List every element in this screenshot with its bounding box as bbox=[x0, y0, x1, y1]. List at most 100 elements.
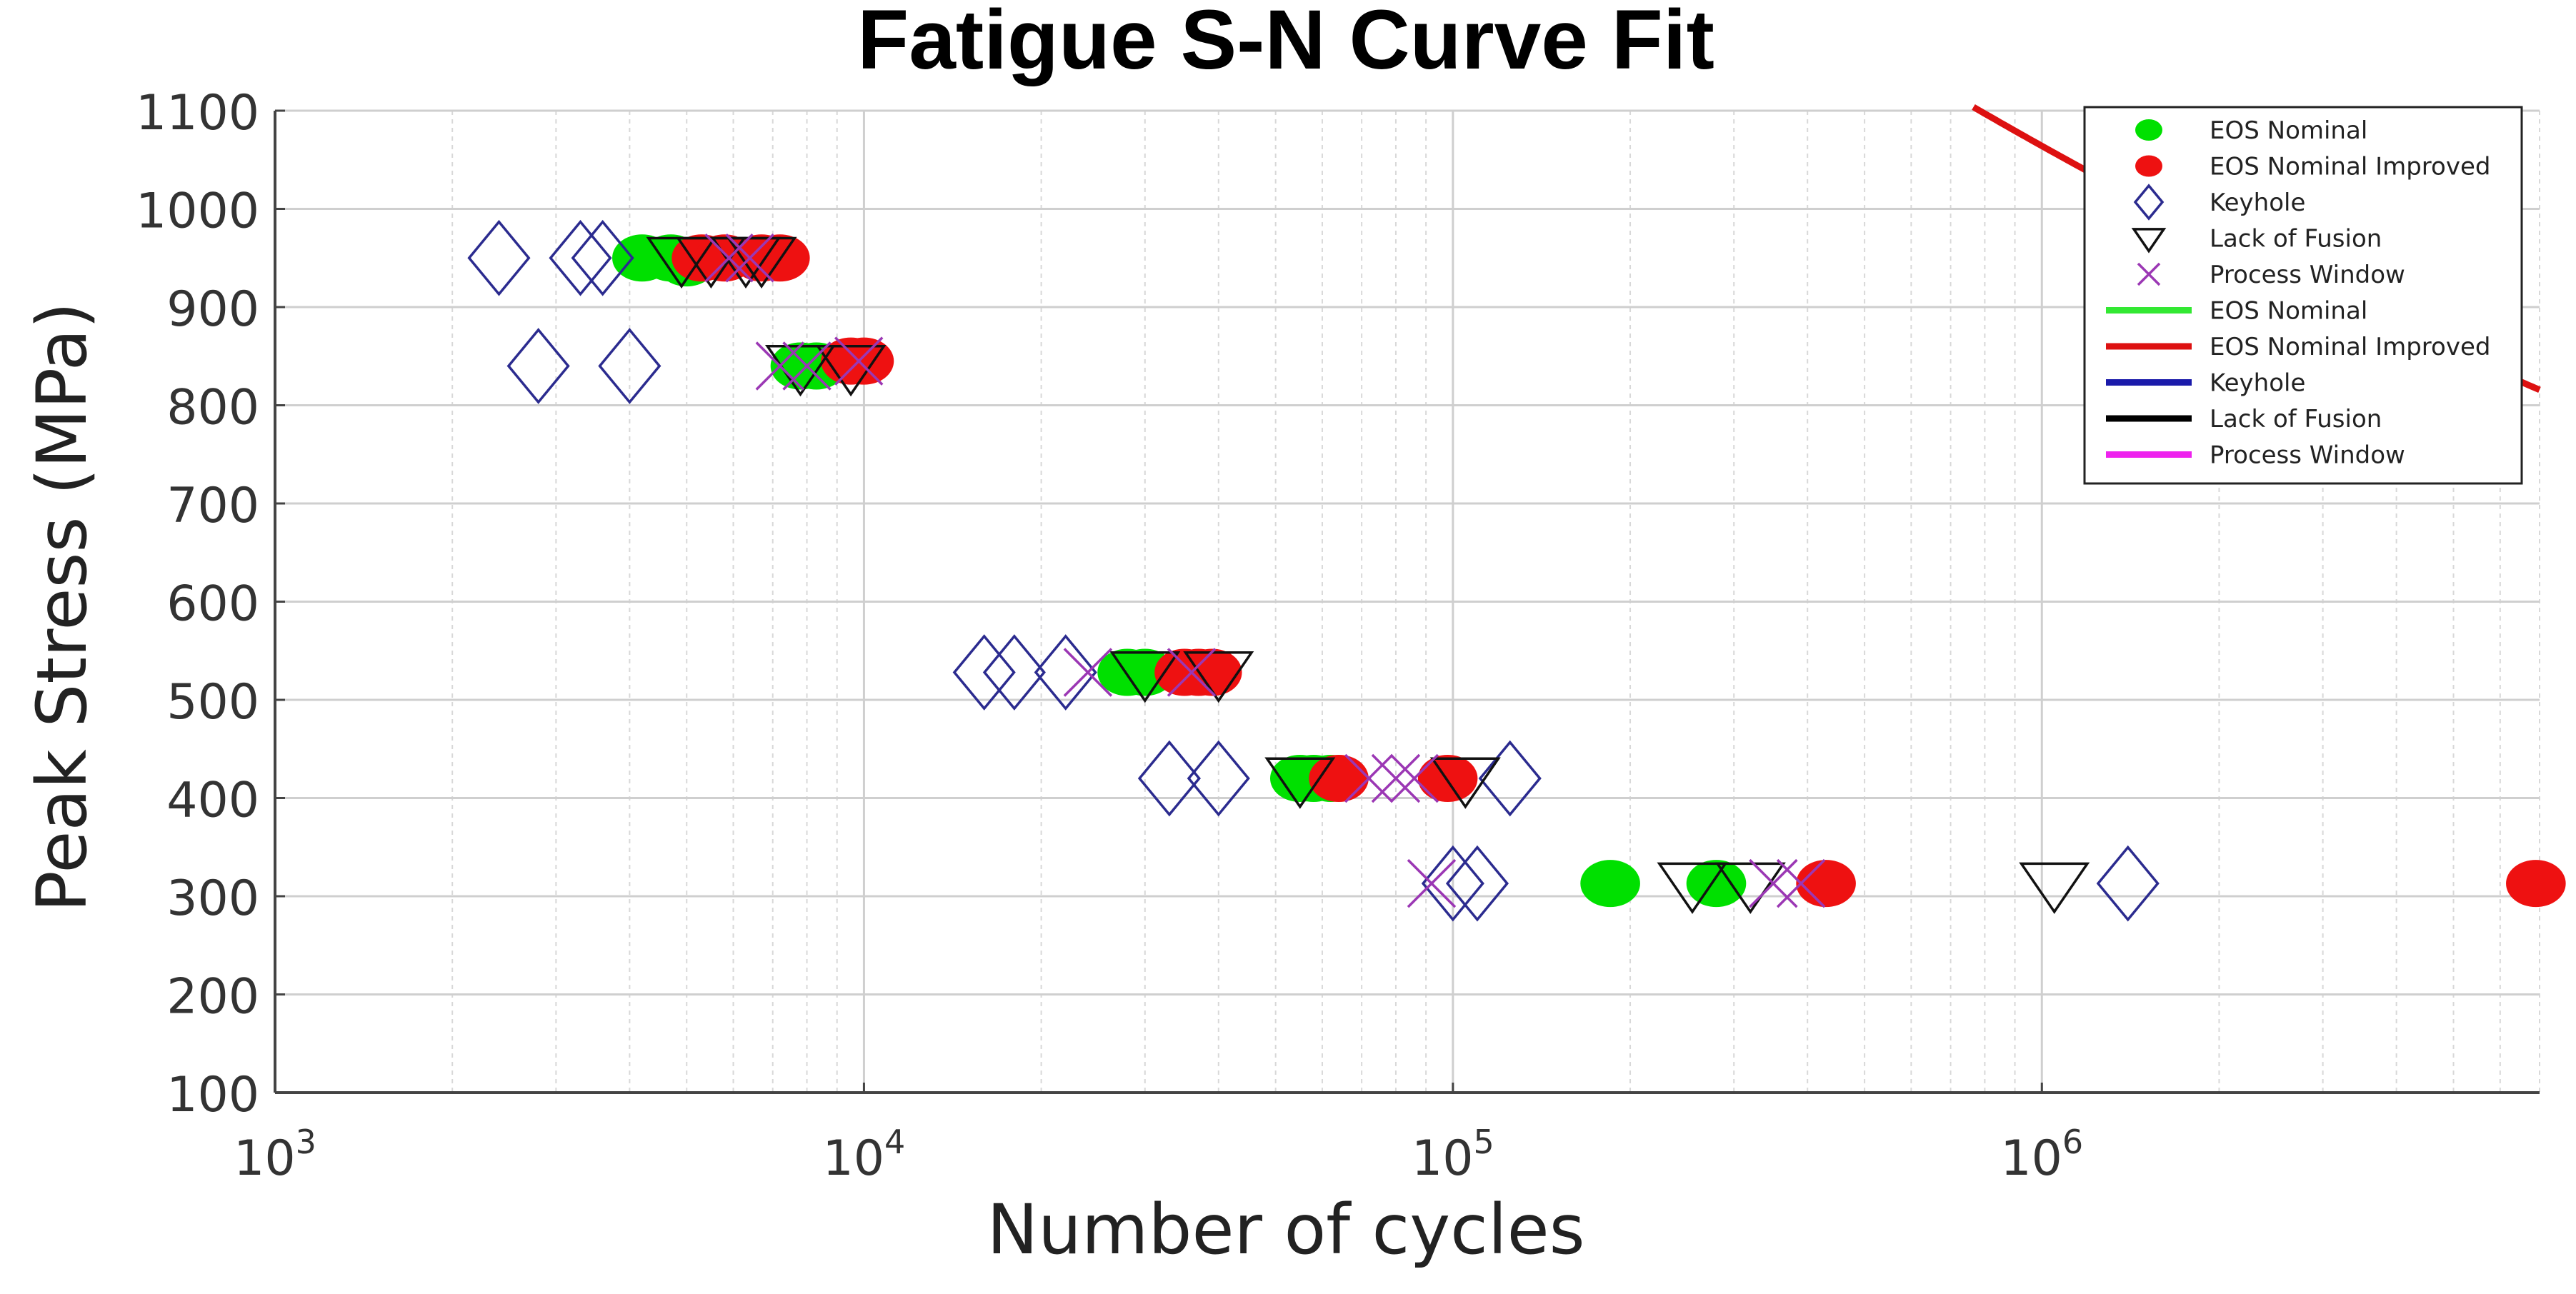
data-point-eos-nominal bbox=[1580, 860, 1640, 908]
legend-label-lack-of-fusion: Lack of Fusion bbox=[2210, 225, 2382, 254]
y-axis-label: Peak Stress (MPa) bbox=[22, 302, 102, 912]
x-tick-exponent: 5 bbox=[1473, 1123, 1494, 1161]
data-point-keyhole bbox=[549, 219, 612, 296]
x-tick-exponent: 3 bbox=[296, 1123, 316, 1161]
x-tick-base: 10 bbox=[2000, 1130, 2062, 1187]
data-point-process-window bbox=[1167, 648, 1217, 697]
data-point-eos-nominal-improved bbox=[1182, 648, 1242, 696]
data-point-keyhole bbox=[952, 634, 1016, 711]
legend-label-eos-nominal: EOS Nominal bbox=[2210, 116, 2367, 145]
data-point-process-window-stroke bbox=[755, 341, 805, 391]
data-point-process-window bbox=[1344, 753, 1394, 803]
data-point-keyhole bbox=[598, 328, 662, 404]
data-point-process-window-stroke bbox=[834, 336, 884, 386]
data-point-process-window bbox=[1749, 858, 1798, 908]
y-tick-label: 1100 bbox=[136, 85, 259, 141]
data-point-process-window-stroke bbox=[1167, 648, 1217, 697]
data-point-process-window bbox=[1063, 648, 1113, 697]
legend-label-keyhole: Keyhole bbox=[2210, 369, 2305, 398]
x-tick-label: 105 bbox=[1412, 1123, 1494, 1187]
y-tick-label: 500 bbox=[166, 674, 259, 731]
data-point-lack-of-fusion bbox=[1264, 757, 1336, 809]
x-tick-label: 106 bbox=[2000, 1123, 2083, 1187]
x-tick-base: 10 bbox=[823, 1130, 885, 1187]
legend-swatch-keyhole bbox=[2133, 184, 2165, 221]
data-point-keyhole bbox=[982, 634, 1046, 711]
legend-label-process-window: Process Window bbox=[2210, 441, 2405, 470]
data-point-keyhole bbox=[571, 219, 634, 296]
x-tick-base: 10 bbox=[234, 1130, 296, 1187]
data-point-eos-nominal-improved bbox=[1417, 755, 1478, 802]
x-tick-exponent: 6 bbox=[2062, 1123, 2083, 1161]
data-point-process-window-stroke bbox=[1407, 858, 1457, 908]
data-point-process-window-stroke bbox=[1749, 858, 1798, 908]
data-point-process-window-stroke bbox=[1063, 648, 1113, 697]
data-point-process-window-stroke bbox=[704, 234, 754, 283]
x-tick-label: 103 bbox=[234, 1123, 316, 1187]
data-point-eos-nominal-improved bbox=[1796, 860, 1856, 908]
data-point-lack-of-fusion bbox=[675, 236, 747, 289]
legend-label-eos-nominal-improved: EOS Nominal Improved bbox=[2210, 333, 2490, 361]
data-point-eos-nominal-improved bbox=[2506, 860, 2566, 908]
legend-swatch-lack-of-fusion bbox=[2131, 228, 2167, 254]
data-point-process-window-stroke bbox=[1776, 858, 1826, 908]
data-point-process-window bbox=[755, 341, 805, 391]
data-point-process-window-stroke bbox=[725, 234, 774, 283]
legend-swatch-process-window-stroke bbox=[2137, 262, 2161, 286]
data-point-keyhole bbox=[1034, 634, 1097, 711]
data-point-eos-nominal bbox=[1686, 860, 1747, 908]
y-tick-label: 1000 bbox=[136, 184, 259, 240]
y-tick-label: 200 bbox=[166, 969, 259, 1025]
data-point-keyhole bbox=[1187, 740, 1250, 817]
data-point-process-window-stroke bbox=[782, 341, 832, 391]
data-point-lack-of-fusion bbox=[1429, 757, 1501, 809]
y-tick-label: 800 bbox=[166, 380, 259, 436]
data-point-process-window-stroke bbox=[1371, 753, 1421, 803]
data-point-keyhole bbox=[1137, 740, 1201, 817]
data-point-lack-of-fusion bbox=[1657, 862, 1728, 914]
y-tick-label: 600 bbox=[166, 576, 259, 633]
data-point-process-window bbox=[1776, 858, 1826, 908]
legend-swatch-process-window bbox=[2137, 262, 2161, 286]
data-point-process-window bbox=[704, 234, 754, 283]
data-point-keyhole bbox=[1445, 845, 1509, 922]
data-point-process-window bbox=[834, 336, 884, 386]
data-markers bbox=[467, 219, 2566, 922]
data-point-process-window bbox=[782, 341, 832, 391]
x-tick-base: 10 bbox=[1412, 1130, 1474, 1187]
data-point-eos-nominal-improved bbox=[1309, 755, 1369, 802]
data-point-process-window bbox=[1371, 753, 1421, 803]
data-point-process-window-stroke bbox=[1389, 753, 1439, 803]
data-point-keyhole bbox=[467, 219, 531, 296]
legend-label-eos-nominal: EOS Nominal bbox=[2210, 297, 2367, 326]
data-point-lack-of-fusion bbox=[1109, 651, 1181, 703]
data-point-process-window bbox=[1389, 753, 1439, 803]
legend-swatch-eos-nominal-improved bbox=[2135, 155, 2162, 177]
x-axis-label: Number of cycles bbox=[987, 1190, 1584, 1270]
chart-title: Fatigue S-N Curve Fit bbox=[857, 0, 1714, 87]
data-point-lack-of-fusion bbox=[1183, 651, 1254, 703]
x-tick-label: 104 bbox=[823, 1123, 906, 1187]
data-point-process-window bbox=[1407, 858, 1457, 908]
data-point-keyhole bbox=[1421, 845, 1484, 922]
data-point-keyhole bbox=[1478, 740, 1542, 817]
data-point-process-window bbox=[725, 234, 774, 283]
legend-swatch-eos-nominal bbox=[2135, 119, 2162, 141]
y-tick-label: 100 bbox=[166, 1067, 259, 1123]
legend: EOS Nominal EOS Nominal Improved Keyhole La… bbox=[2083, 106, 2523, 485]
legend-label-eos-nominal-improved: EOS Nominal Improved bbox=[2210, 153, 2490, 181]
legend-label-keyhole: Keyhole bbox=[2210, 189, 2305, 217]
data-point-process-window-stroke bbox=[1344, 753, 1394, 803]
y-tick-label: 900 bbox=[166, 281, 259, 338]
legend-label-process-window: Process Window bbox=[2210, 261, 2405, 289]
x-tick-exponent: 4 bbox=[884, 1123, 905, 1161]
data-point-eos-nominal-improved bbox=[834, 337, 894, 385]
y-tick-label: 300 bbox=[166, 871, 259, 927]
y-tick-label: 400 bbox=[166, 773, 259, 829]
legend-label-lack-of-fusion: Lack of Fusion bbox=[2210, 405, 2382, 433]
data-point-keyhole bbox=[2096, 845, 2160, 922]
y-tick-label: 700 bbox=[166, 478, 259, 534]
data-point-lack-of-fusion bbox=[1714, 862, 1786, 914]
